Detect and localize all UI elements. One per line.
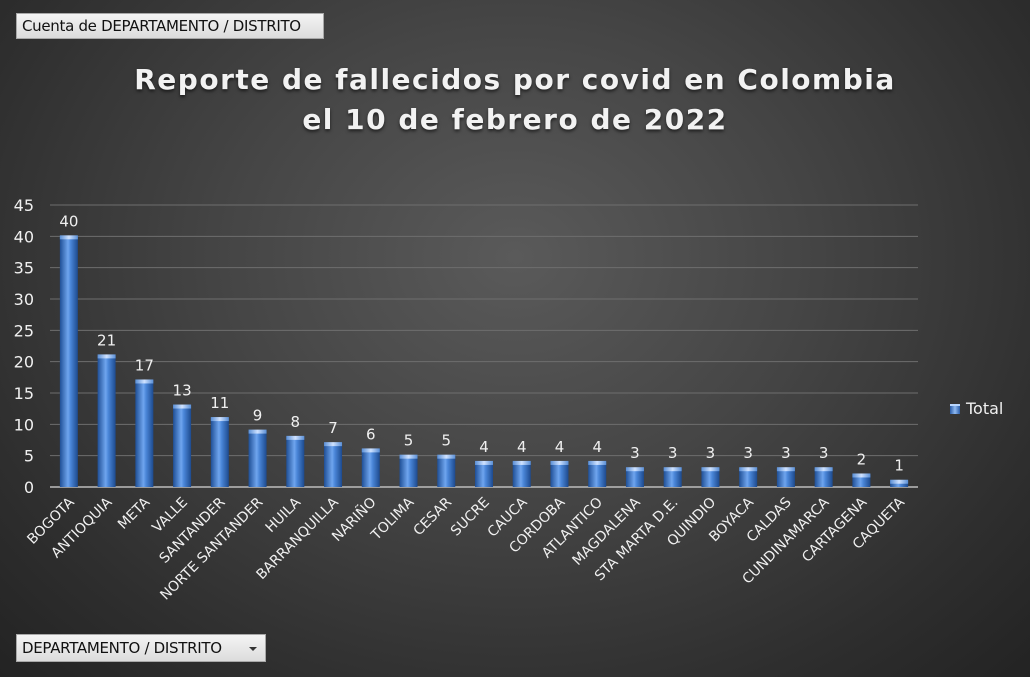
bar-cap — [588, 460, 607, 465]
bar-cap — [173, 404, 192, 409]
bar — [701, 468, 720, 487]
bar — [324, 443, 343, 487]
chart-title: Reporte de fallecidos por covid en Colom… — [0, 60, 1030, 140]
chart-title-line-2: el 10 de febrero de 2022 — [302, 103, 728, 136]
data-label: 1 — [894, 457, 904, 475]
data-label: 3 — [819, 444, 829, 462]
bar — [814, 468, 833, 487]
bar — [890, 480, 909, 487]
chart-title-line-1: Reporte de fallecidos por covid en Colom… — [134, 63, 896, 96]
bar — [663, 468, 682, 487]
data-label: 4 — [479, 438, 489, 456]
bar-cap — [550, 460, 569, 465]
bar — [475, 461, 493, 487]
bar-cap — [852, 473, 871, 478]
bar — [739, 468, 758, 487]
x-tick-label: SUCRE — [448, 495, 493, 540]
bar-cap — [890, 479, 909, 484]
value-field-label: Cuenta de DEPARTAMENTO / DISTRITO — [22, 17, 301, 35]
data-label: 4 — [592, 438, 602, 456]
grid-lines — [50, 204, 918, 457]
y-tick-label: 5 — [24, 447, 34, 466]
bar-cap — [97, 354, 116, 359]
data-label: 5 — [404, 432, 414, 450]
bar — [550, 461, 569, 487]
y-tick-label: 25 — [14, 321, 34, 340]
y-tick-label: 0 — [24, 478, 34, 497]
bar — [512, 461, 531, 487]
bar-cap — [701, 467, 720, 472]
bar — [286, 436, 305, 487]
bar-cap — [776, 467, 795, 472]
data-label: 3 — [706, 444, 716, 462]
chart-legend: Total — [950, 399, 1003, 418]
bar — [776, 468, 795, 487]
row-field-dropdown[interactable]: DEPARTAMENTO / DISTRITO — [16, 634, 266, 662]
data-label: 3 — [743, 444, 753, 462]
chevron-down-icon[interactable] — [249, 647, 257, 651]
data-label: 17 — [135, 356, 154, 374]
data-label: 4 — [517, 438, 527, 456]
data-label: 3 — [668, 444, 678, 462]
bar-cap — [739, 467, 758, 472]
bar-cap — [135, 379, 154, 384]
data-label: 3 — [630, 444, 640, 462]
bar-cap — [625, 467, 644, 472]
bar — [210, 418, 229, 487]
bar-cap — [210, 417, 229, 422]
data-label: 3 — [781, 444, 791, 462]
y-tick-label: 20 — [14, 353, 34, 372]
y-tick-label: 40 — [14, 227, 34, 246]
bar — [59, 236, 78, 487]
y-tick-label: 15 — [14, 384, 34, 403]
x-tick-label: META — [115, 494, 153, 532]
bar — [97, 355, 116, 487]
bar — [852, 474, 871, 487]
bar-cap — [248, 429, 267, 434]
bar-cap — [324, 442, 343, 447]
data-label: 11 — [210, 394, 229, 412]
data-label: 40 — [59, 212, 78, 230]
row-field-label: DEPARTAMENTO / DISTRITO — [22, 639, 222, 657]
bar — [173, 405, 192, 487]
bar-cap — [59, 235, 78, 240]
data-label: 8 — [291, 413, 301, 431]
data-label: 4 — [555, 438, 565, 456]
bar-cap — [814, 467, 833, 472]
legend-swatch — [950, 403, 960, 414]
data-label: 2 — [857, 450, 867, 468]
y-tick-label: 30 — [14, 290, 34, 309]
y-tick-label: 45 — [14, 196, 34, 215]
data-label: 9 — [253, 407, 263, 425]
bar — [361, 449, 380, 487]
bar — [588, 461, 607, 487]
data-label: 6 — [366, 425, 376, 443]
data-label: 7 — [328, 419, 338, 437]
bar — [437, 455, 456, 487]
bar-cap — [399, 454, 418, 459]
value-field-button[interactable]: Cuenta de DEPARTAMENTO / DISTRITO — [16, 13, 324, 39]
legend-label-total: Total — [966, 399, 1004, 418]
bar — [399, 455, 418, 487]
data-label: 5 — [441, 432, 451, 450]
bar-cap — [663, 467, 682, 472]
data-label: 21 — [97, 331, 116, 349]
bars — [59, 235, 909, 487]
x-tick-label: CESAR — [410, 494, 455, 539]
bar-cap — [475, 460, 493, 465]
bar-cap — [361, 448, 380, 453]
bar-cap — [512, 460, 531, 465]
y-tick-label: 10 — [14, 415, 34, 434]
bar-cap — [286, 435, 305, 440]
bar — [625, 468, 644, 487]
y-tick-label: 35 — [14, 259, 34, 278]
bar — [135, 380, 154, 487]
data-label: 13 — [173, 382, 192, 400]
bar — [248, 430, 267, 487]
bar-cap — [437, 454, 456, 459]
